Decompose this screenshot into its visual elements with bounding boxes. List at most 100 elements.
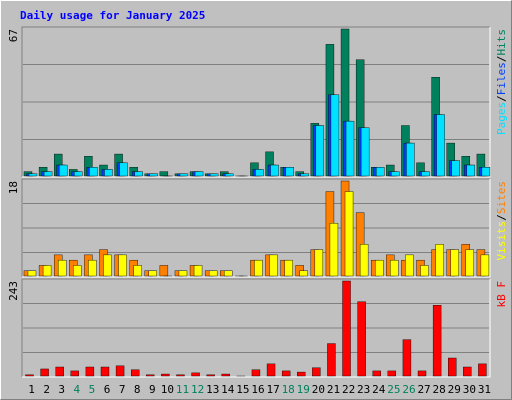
bar: [27, 270, 37, 277]
bar: [406, 142, 415, 177]
bar: [28, 173, 38, 177]
bar: [42, 265, 52, 277]
bar: [209, 173, 219, 177]
legend: Pages/Files/Hits: [495, 29, 508, 135]
x-tick-label: 8: [134, 383, 141, 396]
bar: [284, 259, 293, 277]
legend-entry: Sites: [495, 181, 508, 214]
x-tick-label: 11: [176, 383, 189, 396]
bar: [448, 357, 457, 377]
panel-frame-dark: [21, 26, 490, 177]
legend-entry: Pages: [495, 102, 508, 135]
bar: [254, 259, 263, 277]
bar: [420, 265, 429, 277]
y-tick-label: 67: [7, 29, 20, 42]
panel-frame-dark: [21, 178, 490, 277]
bar: [115, 365, 125, 377]
bar: [88, 259, 97, 277]
bar: [149, 173, 158, 177]
bar: [342, 280, 351, 377]
x-tick-label: 6: [104, 383, 111, 396]
bar: [390, 259, 399, 277]
bar: [161, 373, 170, 377]
x-tick-label: 5: [89, 383, 96, 396]
bar: [179, 173, 189, 177]
legend-entry: Visits: [495, 221, 508, 261]
panel-frame-dark: [21, 278, 490, 377]
bar: [159, 171, 169, 177]
bar: [300, 173, 309, 177]
bar: [130, 369, 140, 377]
x-tick-label: 17: [266, 383, 279, 396]
bar: [55, 366, 64, 377]
legend-separator: /: [495, 214, 508, 221]
bar: [176, 374, 185, 377]
bar: [463, 366, 472, 377]
bar: [25, 374, 34, 377]
legend-entry: Hits: [495, 29, 508, 56]
x-tick-label: 24: [372, 383, 386, 396]
x-tick-label: 25: [387, 383, 400, 396]
bar: [417, 370, 427, 377]
x-tick-label: 10: [161, 383, 174, 396]
panel-frame-light: [22, 279, 491, 378]
legend-separator: /: [495, 56, 508, 63]
bar: [314, 249, 324, 277]
bar: [405, 254, 414, 277]
bar: [481, 167, 491, 177]
x-tick-label: 22: [342, 383, 355, 396]
bar: [478, 363, 487, 377]
bar: [148, 270, 157, 277]
bar: [357, 301, 366, 377]
y-tick-label: 243: [7, 281, 20, 301]
bar: [73, 265, 82, 277]
x-tick-label: 30: [463, 383, 476, 396]
x-tick-label: 12: [191, 383, 204, 396]
bar: [193, 265, 203, 277]
bar: [206, 374, 215, 377]
x-tick-label: 26: [402, 383, 415, 396]
bar: [208, 270, 218, 277]
x-tick-label: 15: [236, 383, 249, 396]
bar: [372, 370, 381, 377]
bar: [359, 244, 369, 277]
bar: [89, 167, 98, 177]
bar: [297, 371, 306, 377]
legend-entry: Files: [495, 62, 508, 95]
x-tick-label: 1: [28, 383, 35, 396]
x-tick-label: 16: [251, 383, 264, 396]
bar: [402, 339, 412, 377]
bar: [134, 171, 143, 177]
bar: [299, 270, 308, 277]
legend: kB F: [495, 281, 508, 308]
bar: [391, 171, 400, 177]
bar: [451, 160, 460, 177]
bar: [480, 254, 490, 277]
x-tick-label: 7: [119, 383, 126, 396]
x-tick-label: 13: [206, 383, 219, 396]
bar: [159, 265, 169, 277]
bar: [432, 305, 442, 377]
bar: [221, 373, 230, 377]
x-tick-label: 3: [58, 383, 65, 396]
bar: [40, 368, 49, 377]
bar: [435, 244, 444, 277]
panel-frame-light: [22, 179, 491, 278]
x-tick-label: 27: [417, 383, 430, 396]
bar: [85, 366, 95, 377]
bar: [57, 259, 67, 277]
bar: [421, 171, 430, 177]
x-tick-label: 2: [43, 383, 50, 396]
x-tick-label: 23: [357, 383, 370, 396]
x-tick-label: 29: [448, 383, 461, 396]
bar: [269, 254, 278, 277]
bar: [376, 167, 385, 177]
x-tick-label: 31: [478, 383, 491, 396]
bar: [58, 164, 68, 177]
bar: [312, 367, 321, 377]
bar: [466, 164, 476, 177]
panel-frame-light: [22, 27, 491, 178]
x-tick-label: 19: [297, 383, 310, 396]
